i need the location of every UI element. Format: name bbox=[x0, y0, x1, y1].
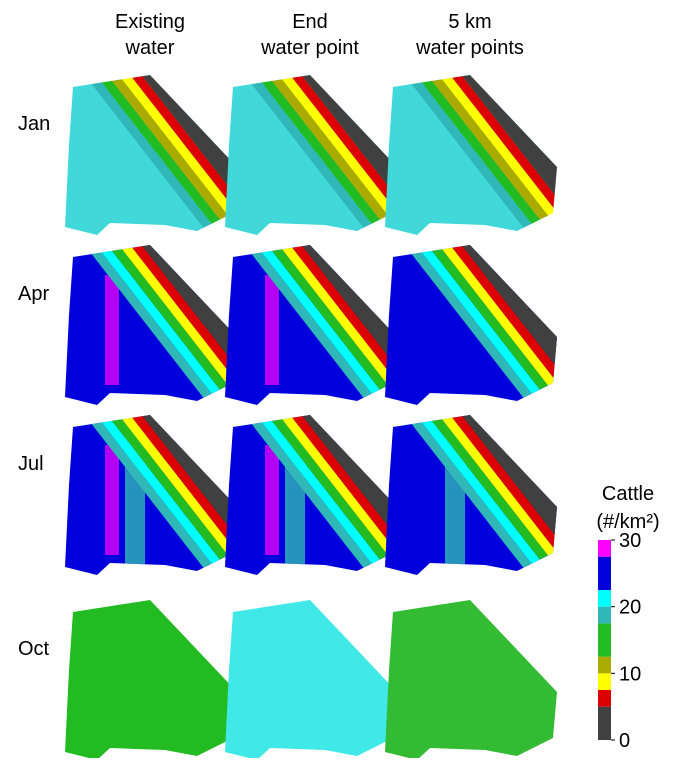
map-fill bbox=[375, 590, 575, 758]
colorbar-segment bbox=[598, 707, 611, 740]
colorbar-tick-label: 0 bbox=[619, 730, 630, 752]
map bbox=[55, 590, 255, 758]
column-title: 5 km bbox=[448, 11, 491, 33]
column-title: Existing bbox=[115, 11, 185, 33]
map-patch bbox=[105, 445, 119, 555]
figure: Existing water End water point 5 km water poi… bbox=[0, 0, 680, 758]
colorbar-segment bbox=[598, 657, 611, 674]
colorbar-segment bbox=[598, 557, 611, 590]
colorbar-tick-label: 10 bbox=[619, 663, 641, 685]
map-patch bbox=[265, 445, 279, 555]
colorbar-segment bbox=[598, 623, 611, 656]
colorbar-segment bbox=[598, 540, 611, 557]
map-fill bbox=[55, 590, 255, 758]
map-patch bbox=[265, 275, 279, 385]
colorbar-segment bbox=[598, 607, 611, 624]
column-title: water points bbox=[415, 37, 524, 59]
colorbar-segment bbox=[598, 690, 611, 707]
map bbox=[215, 590, 415, 758]
column-title: End bbox=[292, 11, 328, 33]
row-label: Apr bbox=[18, 283, 49, 305]
colorbar-tick-label: 20 bbox=[619, 597, 641, 619]
legend-title: Cattle bbox=[602, 483, 654, 505]
row-label: Jan bbox=[18, 113, 50, 135]
colorbar-segment bbox=[598, 673, 611, 690]
map-patch bbox=[105, 275, 119, 385]
row-label: Oct bbox=[18, 638, 50, 660]
colorbar-tick-label: 30 bbox=[619, 530, 641, 552]
map bbox=[375, 590, 575, 758]
map-fill bbox=[215, 590, 415, 758]
column-title: water bbox=[125, 37, 175, 59]
row-label: Jul bbox=[18, 453, 44, 475]
colorbar-segment bbox=[598, 590, 611, 607]
column-title: water point bbox=[260, 37, 359, 59]
